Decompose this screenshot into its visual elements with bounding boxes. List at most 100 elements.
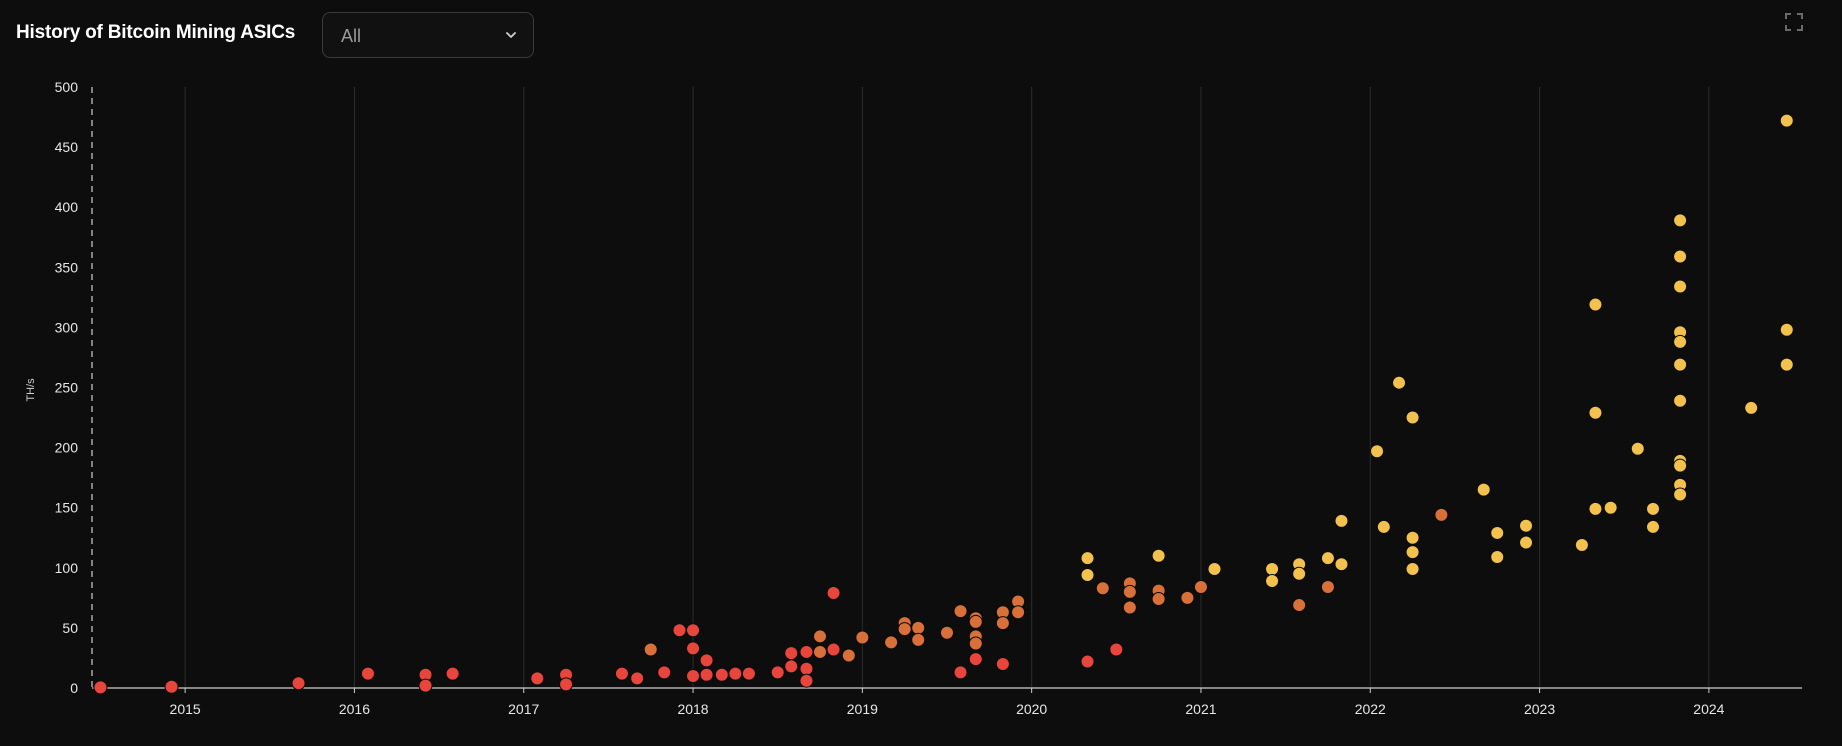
data-point — [614, 666, 629, 681]
data-point — [1779, 113, 1794, 128]
data-point — [672, 623, 687, 638]
data-point — [1080, 568, 1095, 583]
data-point — [1080, 551, 1095, 566]
data-point — [1673, 458, 1688, 473]
data-point — [1434, 507, 1449, 522]
y-tick-label: 500 — [55, 79, 79, 95]
y-tick-label: 400 — [55, 199, 79, 215]
data-point — [1207, 562, 1222, 577]
data-point — [1588, 297, 1603, 312]
data-point — [1673, 213, 1688, 228]
expand-icon[interactable] — [1784, 12, 1804, 32]
data-point — [813, 644, 828, 659]
data-point — [1490, 549, 1505, 564]
data-point — [1265, 562, 1280, 577]
data-point — [1334, 557, 1349, 572]
y-tick-label: 100 — [55, 560, 79, 576]
x-tick-label: 2021 — [1185, 701, 1216, 717]
data-point — [953, 604, 968, 619]
data-point — [841, 648, 856, 663]
data-point — [968, 652, 983, 667]
data-point — [799, 673, 814, 688]
data-point — [1376, 519, 1391, 534]
data-point — [1334, 513, 1349, 528]
data-point — [1320, 551, 1335, 566]
data-point — [1646, 519, 1661, 534]
data-point — [799, 661, 814, 676]
data-point — [897, 622, 912, 637]
data-point — [643, 642, 658, 657]
y-tick-label: 200 — [55, 440, 79, 456]
data-point — [1673, 487, 1688, 502]
x-tick-label: 2024 — [1693, 701, 1724, 717]
data-point — [1588, 501, 1603, 516]
data-point — [1673, 279, 1688, 294]
data-point — [1646, 501, 1661, 516]
data-point — [1405, 530, 1420, 545]
filter-selected-value: All — [341, 26, 362, 46]
data-point — [1095, 581, 1110, 596]
data-point — [1180, 590, 1195, 605]
data-point — [968, 636, 983, 651]
data-point — [1011, 605, 1026, 620]
data-point — [728, 666, 743, 681]
y-tick-label: 300 — [55, 319, 79, 335]
data-point — [1320, 580, 1335, 595]
data-point — [1779, 322, 1794, 337]
data-point — [1392, 375, 1407, 390]
y-tick-label: 350 — [55, 259, 79, 275]
data-point — [1519, 535, 1534, 550]
y-tick-label: 450 — [55, 139, 79, 155]
x-tick-label: 2017 — [508, 701, 539, 717]
data-point — [1588, 405, 1603, 420]
data-point — [884, 635, 899, 650]
data-point — [953, 665, 968, 680]
data-point — [1109, 642, 1124, 657]
data-point — [1574, 537, 1589, 552]
x-tick-label: 2016 — [339, 701, 370, 717]
data-point — [418, 678, 433, 693]
chart-header: History of Bitcoin Mining ASICs All — [0, 0, 1842, 72]
y-tick-label: 50 — [62, 620, 78, 636]
data-point — [1490, 525, 1505, 540]
data-point — [1519, 518, 1534, 533]
data-point — [93, 680, 108, 695]
data-point — [1151, 592, 1166, 607]
data-point — [741, 666, 756, 681]
data-points — [93, 113, 1794, 695]
data-point — [699, 653, 714, 668]
data-point — [770, 665, 785, 680]
data-point — [968, 614, 983, 629]
data-point — [686, 668, 701, 683]
data-point — [1673, 357, 1688, 372]
data-point — [940, 625, 954, 640]
data-point — [784, 659, 799, 674]
data-point — [686, 623, 701, 638]
data-point — [1405, 410, 1420, 425]
scatter-chart: 2015 2016 2017 2018 2019 2020 2021 2022 2023 2024… — [25, 79, 1802, 717]
data-point — [1292, 566, 1307, 581]
data-point — [559, 677, 574, 692]
data-point — [1673, 249, 1688, 264]
data-point — [445, 666, 460, 681]
data-point — [813, 629, 828, 644]
data-point — [784, 646, 799, 661]
data-point — [1151, 548, 1166, 563]
data-point — [1122, 584, 1137, 599]
data-point — [855, 630, 870, 645]
data-point — [686, 641, 701, 656]
data-point — [714, 667, 729, 682]
filter-dropdown[interactable]: All — [322, 12, 534, 58]
data-point — [826, 586, 841, 601]
data-point — [1476, 482, 1491, 497]
y-tick-label: 250 — [55, 380, 79, 396]
y-tick-label: 0 — [70, 680, 78, 696]
data-point — [995, 616, 1010, 631]
y-axis-label: TH/s — [25, 378, 37, 402]
data-point — [1779, 357, 1794, 372]
y-tick-label: 150 — [55, 500, 79, 516]
data-point — [291, 676, 306, 691]
data-point — [657, 665, 672, 680]
data-point — [1292, 598, 1307, 613]
x-tick-label: 2019 — [847, 701, 878, 717]
